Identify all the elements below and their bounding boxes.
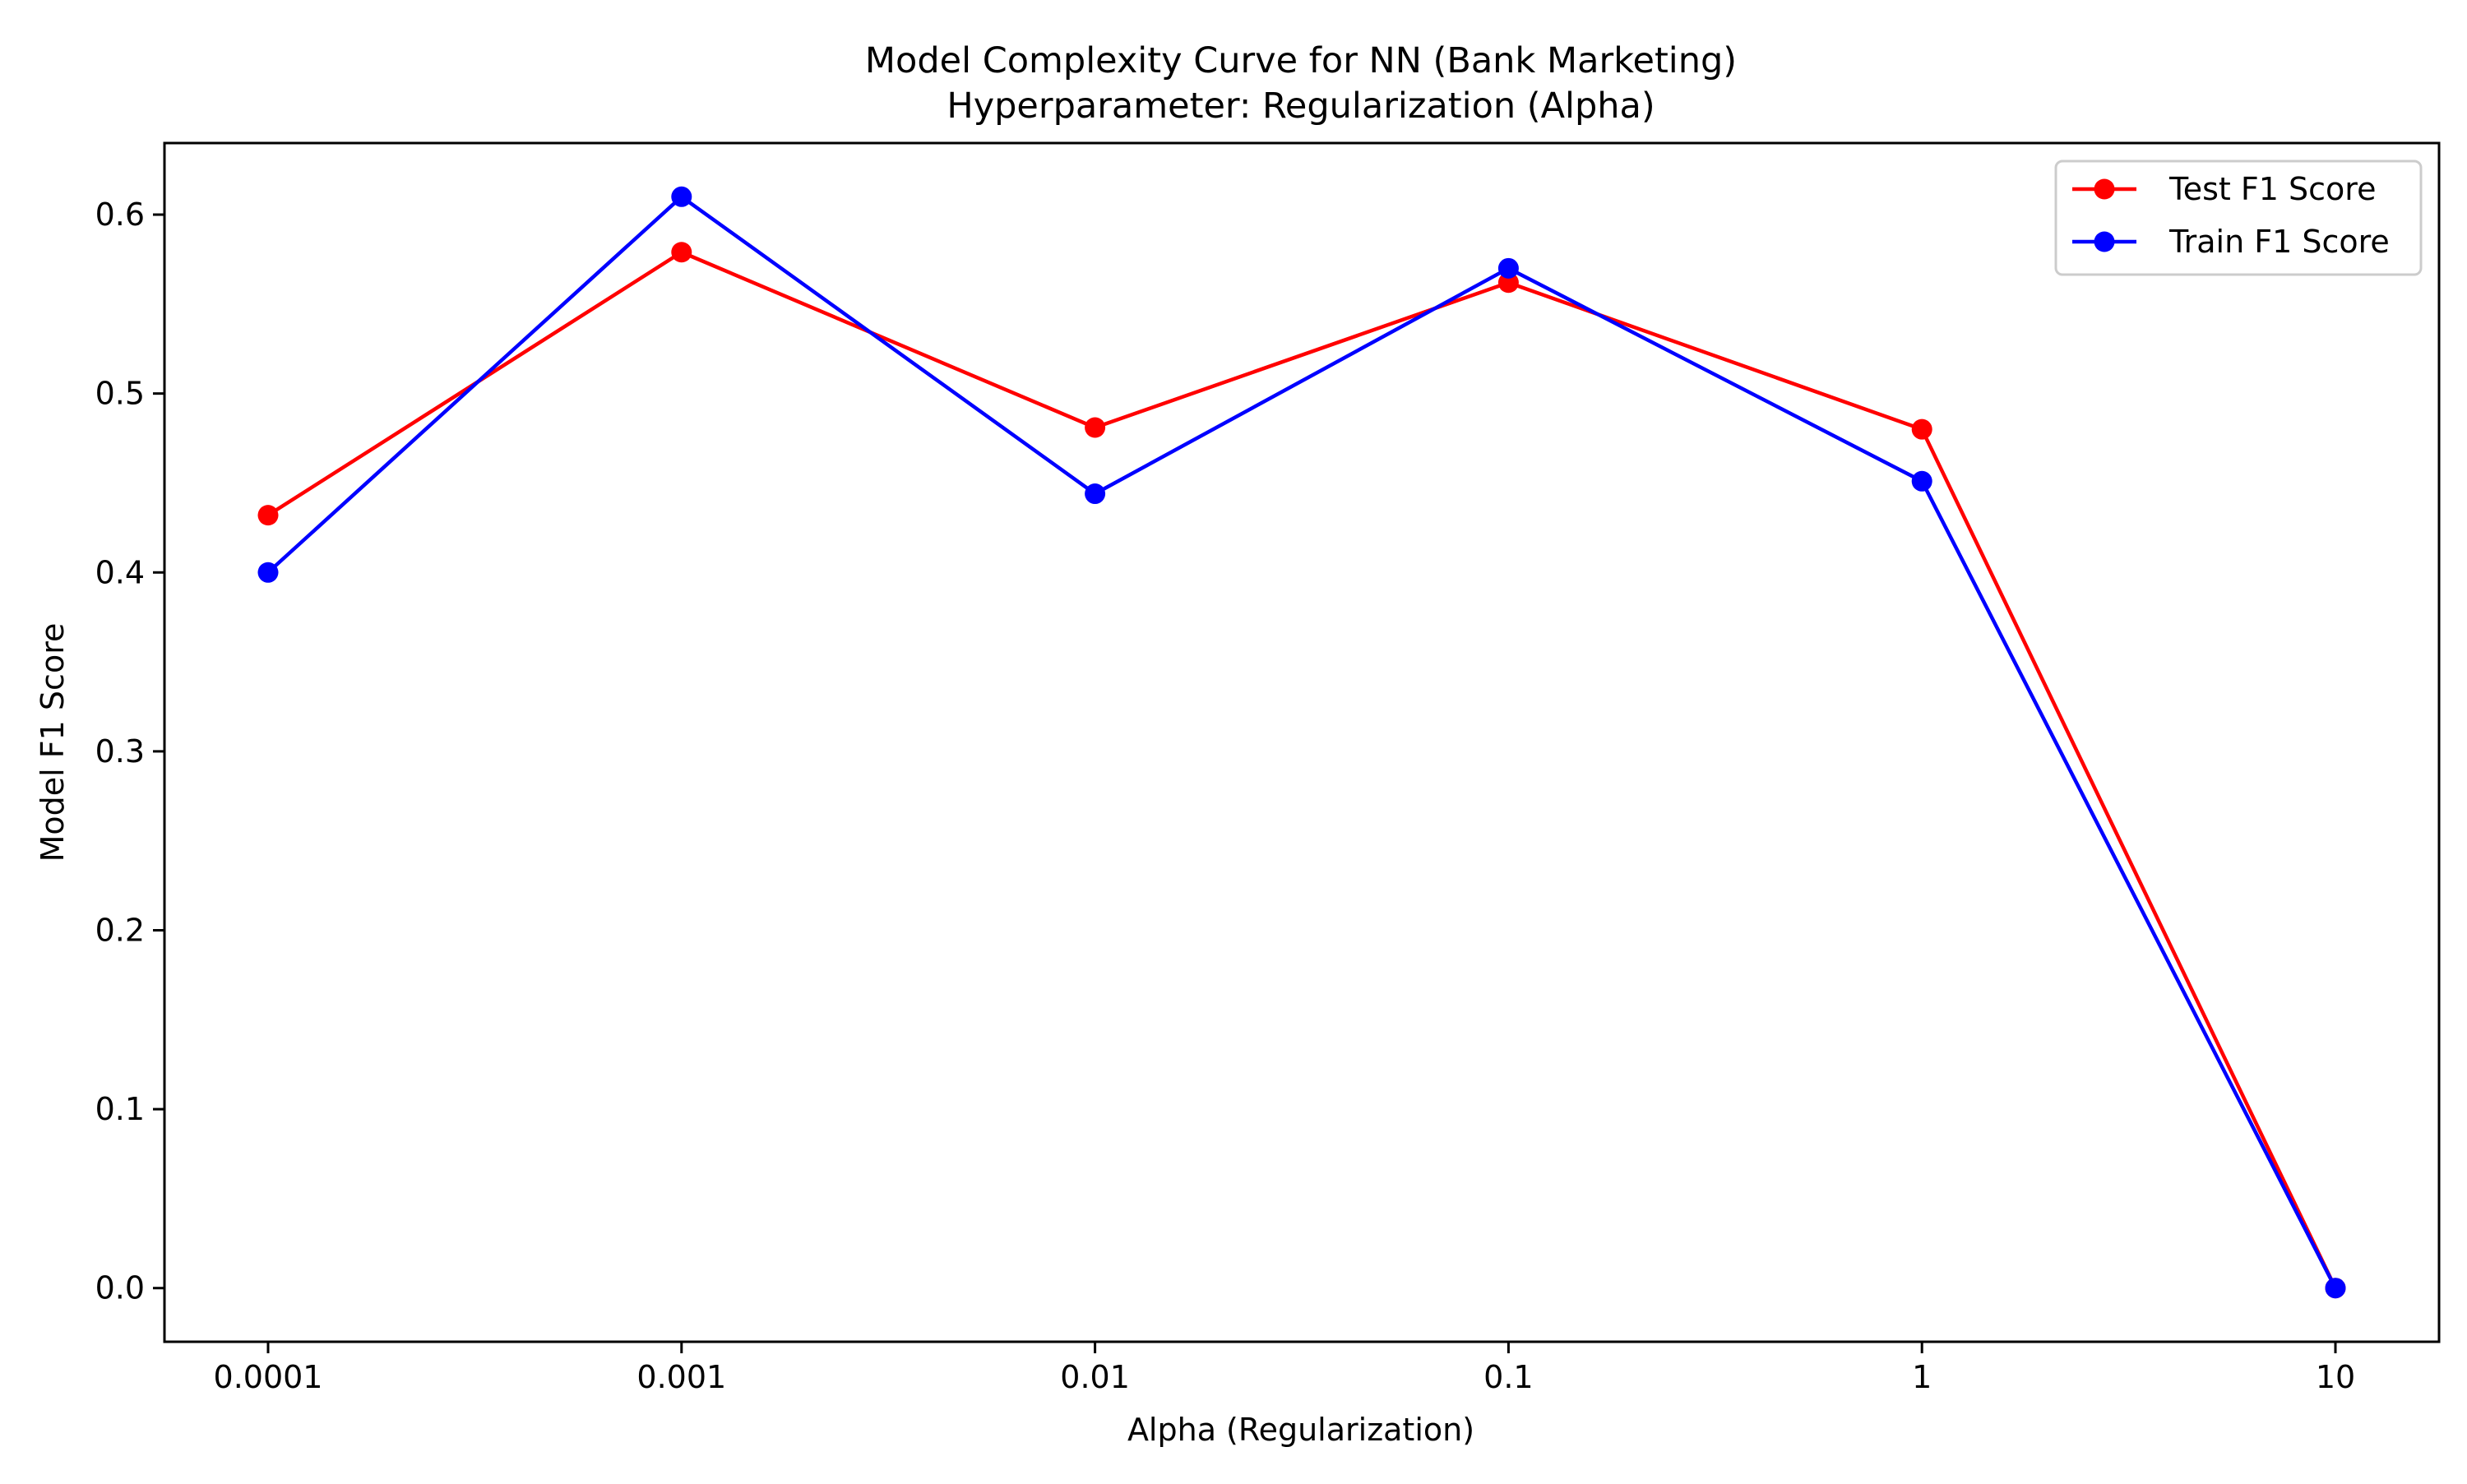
data-point <box>257 562 279 583</box>
data-point <box>1911 418 1932 440</box>
y-tick-label: 0.5 <box>95 376 145 412</box>
data-point <box>671 186 692 207</box>
y-tick-label: 0.0 <box>95 1270 145 1306</box>
legend: Test F1 Score Train F1 Score <box>2054 159 2423 276</box>
x-tick-label: 0.001 <box>636 1359 726 1395</box>
y-tick-label: 0.4 <box>95 554 145 590</box>
legend-marker <box>2094 178 2115 200</box>
data-point <box>257 505 279 526</box>
data-point <box>2325 1278 2346 1299</box>
series-line-1 <box>266 195 2338 1289</box>
legend-box <box>2054 159 2423 276</box>
x-tick-label: 0.01 <box>1060 1359 1130 1395</box>
x-axis-ticks: 0.0001 0.001 0.01 0.1 1 10 <box>214 1342 2355 1395</box>
data-point <box>671 242 692 263</box>
chart-subtitle: Hyperparameter: Regularization (Alpha) <box>947 86 1655 127</box>
series-line-0 <box>266 250 2338 1289</box>
data-point <box>1085 417 1106 438</box>
x-axis-label: Alpha (Regularization) <box>1127 1412 1474 1448</box>
y-axis-label: Model F1 Score <box>35 623 71 862</box>
chart-title: Model Complexity Curve for NN (Bank Mark… <box>865 40 1737 81</box>
plot-frame <box>163 141 2441 1343</box>
y-tick-label: 0.1 <box>95 1091 145 1127</box>
y-tick-label: 0.2 <box>95 912 145 948</box>
y-tick-label: 0.3 <box>95 733 145 770</box>
x-tick-label: 10 <box>2316 1359 2355 1395</box>
legend-label: Train F1 Score <box>2168 224 2390 260</box>
data-point <box>1497 272 1519 294</box>
plot-series <box>257 186 2346 1299</box>
legend-marker <box>2094 231 2115 252</box>
y-tick-label: 0.6 <box>95 196 145 233</box>
x-tick-label: 0.1 <box>1483 1359 1533 1395</box>
x-tick-label: 1 <box>1912 1359 1932 1395</box>
x-tick-label: 0.0001 <box>214 1359 323 1395</box>
data-point <box>1497 257 1519 279</box>
data-point <box>1911 470 1932 492</box>
data-point <box>1085 483 1106 505</box>
legend-label: Test F1 Score <box>2168 171 2376 207</box>
y-axis-ticks: 0.0 0.1 0.2 0.3 0.4 0.5 0.6 <box>95 196 164 1306</box>
legend-entries: Test F1 Score Train F1 Score <box>2072 171 2390 260</box>
